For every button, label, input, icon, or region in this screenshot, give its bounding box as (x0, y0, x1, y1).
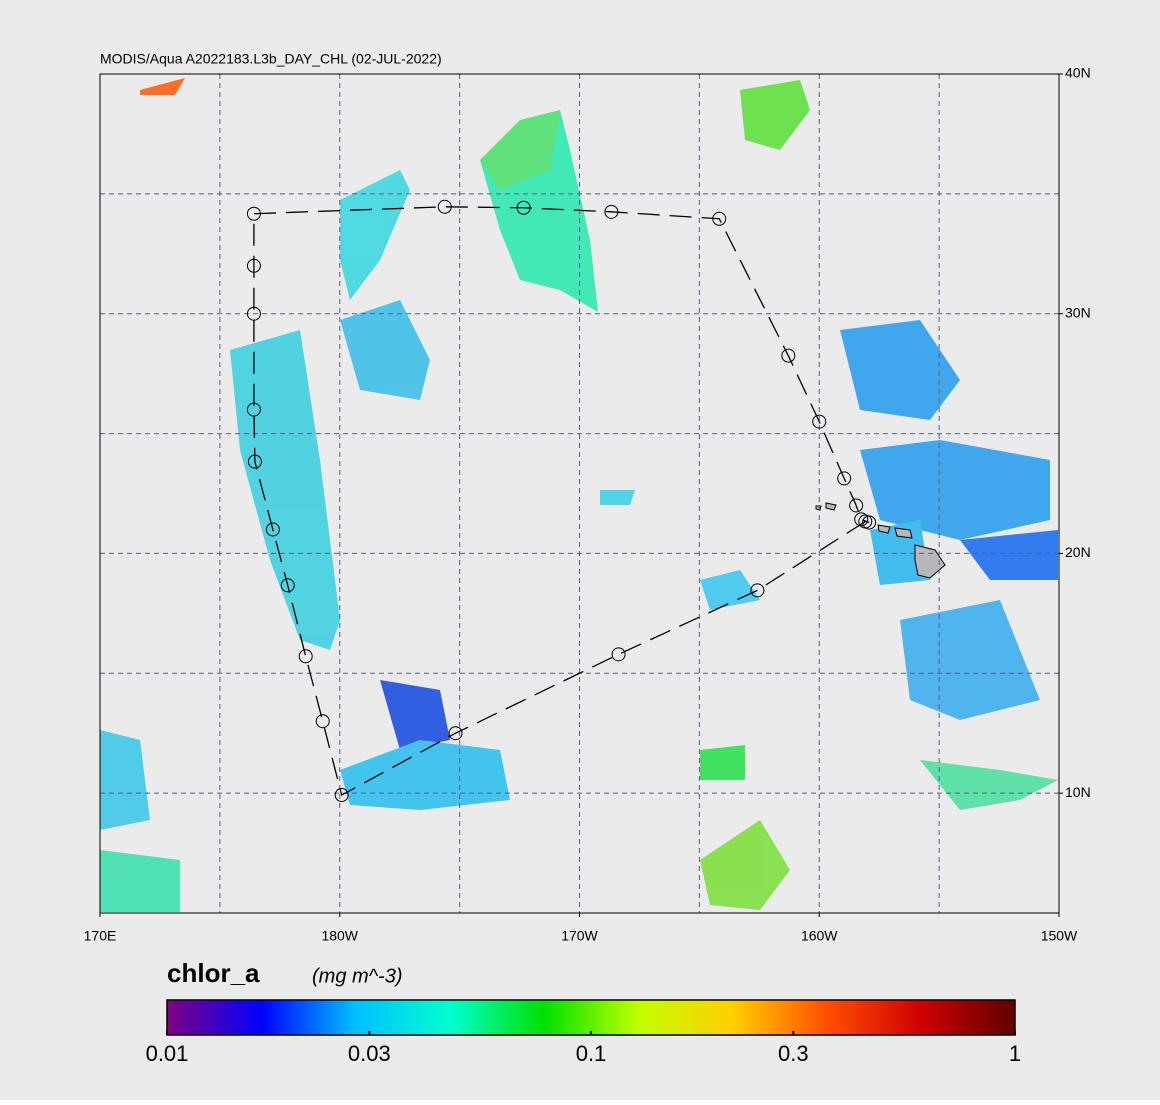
patch (340, 170, 410, 300)
waypoint (246, 306, 261, 321)
waypoint (247, 454, 262, 469)
waypoint (265, 522, 280, 537)
patch (700, 820, 790, 910)
patch (860, 440, 1050, 540)
waypoint (604, 204, 619, 219)
colorbar (166, 999, 1016, 1036)
waypoint (812, 414, 827, 429)
waypoint (712, 211, 727, 226)
island (894, 527, 913, 539)
colorbar-label: chlor_a (167, 958, 260, 988)
patch (900, 600, 1040, 720)
waypoint (854, 512, 869, 527)
patch (700, 570, 760, 610)
track-line (253, 206, 870, 797)
patch (480, 110, 560, 190)
colorbar-ticks: 0.01 0.03 0.1 0.3 1 (146, 1031, 1021, 1066)
patch (700, 745, 745, 780)
colorbar-units: (mg m^-3) (312, 965, 403, 987)
lon-tick-label: 170E (84, 928, 117, 944)
colorbar-tick-label: 0.01 (146, 1041, 189, 1066)
waypoint (298, 649, 313, 664)
waypoint (750, 583, 765, 598)
patch (140, 78, 185, 95)
cruise-track (246, 199, 877, 803)
chlorophyll-patches (100, 78, 1058, 912)
waypoint (246, 258, 261, 273)
patch (340, 300, 430, 400)
waypoint (837, 471, 852, 486)
lat-tick-label: 40N (1065, 65, 1091, 81)
lon-tick-label: 150W (1041, 928, 1078, 944)
patch (920, 760, 1058, 810)
waypoint (448, 726, 463, 741)
waypoint (516, 200, 531, 215)
lon-tick-label: 160W (801, 928, 838, 944)
patch (870, 520, 930, 585)
colorbar-tick-label: 0.03 (348, 1041, 391, 1066)
lon-tick-label: 180W (321, 928, 358, 944)
patch (230, 330, 340, 650)
waypoint (862, 515, 877, 530)
lat-tick-label: 30N (1065, 304, 1091, 320)
patch (600, 490, 635, 505)
island (815, 505, 822, 511)
waypoint (334, 788, 349, 803)
lat-tick-label: 10N (1065, 784, 1091, 800)
patch (960, 530, 1058, 580)
patch (740, 80, 810, 150)
colorbar-tick-label: 0.3 (778, 1041, 809, 1066)
waypoint (611, 647, 626, 662)
waypoint (849, 498, 864, 513)
patch (100, 730, 150, 830)
waypoint (437, 199, 452, 214)
lon-tick-label: 170W (561, 928, 598, 944)
patch (840, 320, 960, 420)
patch (340, 740, 510, 810)
island (877, 524, 891, 534)
island (825, 502, 837, 511)
map-title: MODIS/Aqua A2022183.L3b_DAY_CHL (02-JUL-… (100, 51, 442, 67)
axis-labels: 170E 180W 170W 160W 150W 40N 30N 20N 10N (84, 65, 1091, 944)
waypoint (246, 206, 261, 221)
waypoint (280, 578, 295, 593)
waypoint (781, 348, 796, 363)
waypoint (315, 714, 330, 729)
colorbar-tick-label: 0.1 (576, 1041, 607, 1066)
patch (100, 850, 180, 912)
colorbar-tick-label: 1 (1009, 1041, 1021, 1066)
waypoint (246, 402, 261, 417)
lat-tick-label: 20N (1065, 544, 1091, 560)
patch (380, 680, 450, 750)
